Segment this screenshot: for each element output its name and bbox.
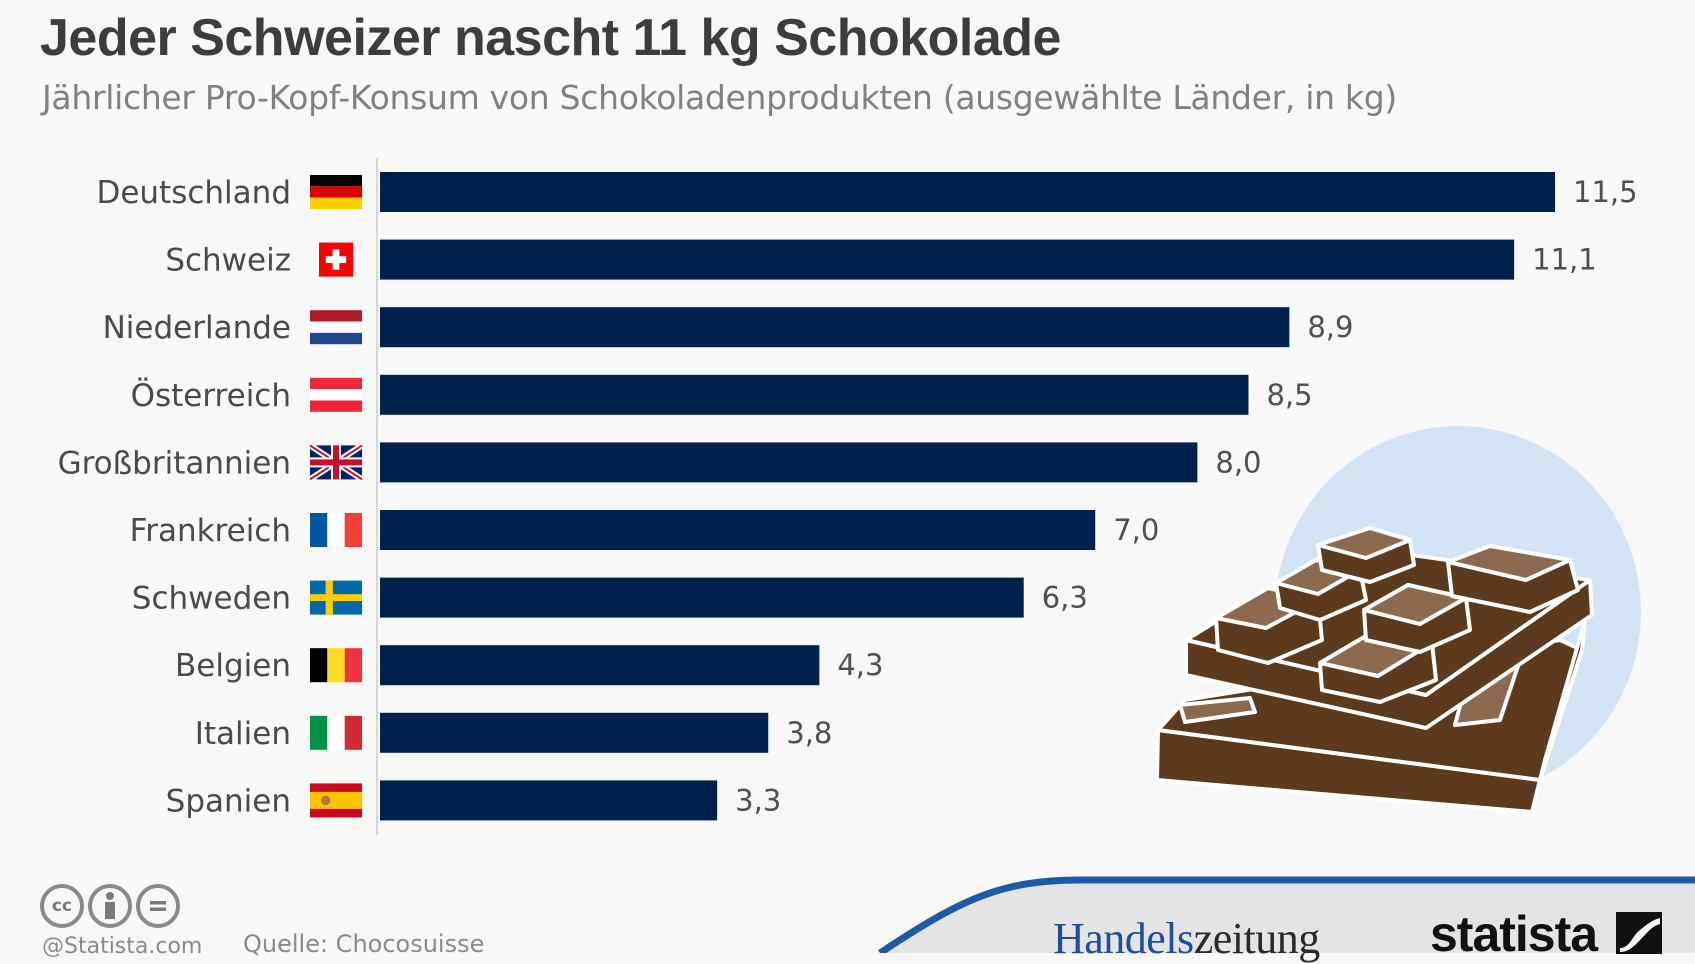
chocolate-bar-icon: [1155, 526, 1594, 814]
source-label: Quelle: Chocosuisse: [243, 930, 485, 958]
handelszeitung-logo-part-a: Handels: [1053, 914, 1194, 963]
bar: [380, 442, 1198, 483]
value-label: 8,9: [1307, 310, 1353, 344]
category-label: Schweden: [132, 581, 291, 617]
bar-row: Spanien 3,3: [166, 780, 781, 821]
bar: [380, 307, 1290, 348]
italy-flag-icon: [310, 715, 362, 750]
bar-row: Deutschland 11,5: [96, 172, 1638, 212]
statista-logo: statista: [1430, 905, 1662, 963]
license-icons: cc: [40, 884, 180, 928]
netherlands-flag-icon: [310, 310, 362, 345]
value-label: 11,1: [1532, 243, 1597, 277]
sweden-flag-icon: [310, 580, 362, 615]
bar-row: Großbritannien 8,0: [58, 442, 1262, 483]
handelszeitung-logo: Handelszeitung: [1053, 913, 1320, 964]
category-label: Belgien: [175, 648, 291, 684]
bar: [380, 645, 820, 686]
bar: [380, 510, 1096, 550]
cc-icon: cc: [40, 884, 84, 928]
value-label: 11,5: [1573, 175, 1638, 209]
switzerland-flag-icon: [319, 242, 353, 277]
bar-row: Niederlande 8,9: [103, 307, 1353, 348]
spain-flag-icon: [310, 783, 362, 818]
no-derivatives-icon: [136, 884, 180, 928]
value-label: 7,0: [1113, 513, 1159, 547]
value-label: 3,8: [786, 716, 832, 750]
value-label: 3,3: [735, 783, 781, 817]
value-label: 6,3: [1042, 581, 1088, 615]
france-flag-icon: [310, 513, 362, 547]
bar: [380, 712, 769, 753]
footer-band-curve: [878, 876, 1695, 953]
value-label: 8,0: [1215, 445, 1261, 479]
category-label: Großbritannien: [58, 445, 291, 481]
bar-row: Italien 3,8: [195, 712, 832, 753]
bar: [380, 374, 1249, 415]
category-label: Frankreich: [130, 513, 291, 549]
category-label: Niederlande: [103, 310, 291, 346]
bar-row: Schweiz 11,1: [165, 239, 1597, 280]
bar-row: Schweden 6,3: [132, 577, 1088, 618]
bar: [380, 239, 1515, 280]
bar-row: Frankreich 7,0: [130, 510, 1159, 550]
category-label: Spanien: [166, 783, 291, 819]
category-label: Österreich: [131, 377, 291, 414]
austria-flag-icon: [310, 377, 362, 412]
handelszeitung-logo-part-b: zeitung: [1193, 914, 1321, 963]
category-label: Schweiz: [165, 243, 291, 279]
bar: [380, 577, 1024, 618]
statista-credit[interactable]: @Statista.com: [42, 934, 203, 959]
statista-logo-text: statista: [1430, 906, 1598, 962]
category-label: Deutschland: [96, 175, 291, 211]
bar-row: Österreich 8,5: [131, 374, 1313, 415]
value-label: 8,5: [1266, 378, 1312, 412]
belgium-flag-icon: [310, 648, 362, 683]
category-label: Italien: [195, 716, 291, 752]
value-label: 4,3: [837, 648, 883, 682]
bar-row: Belgien 4,3: [175, 645, 883, 686]
uk-flag-icon: [308, 442, 364, 482]
page-title: Jeder Schweizer nascht 11 kg Schokolade: [40, 9, 1061, 67]
bar: [380, 172, 1555, 212]
bar: [380, 780, 718, 821]
germany-flag-icon: [310, 175, 362, 209]
statista-logo-icon: [1615, 912, 1662, 954]
page-subtitle: Jährlicher Pro-Kopf-Konsum von Schokolad…: [42, 78, 1397, 117]
attribution-icon: [88, 884, 132, 928]
